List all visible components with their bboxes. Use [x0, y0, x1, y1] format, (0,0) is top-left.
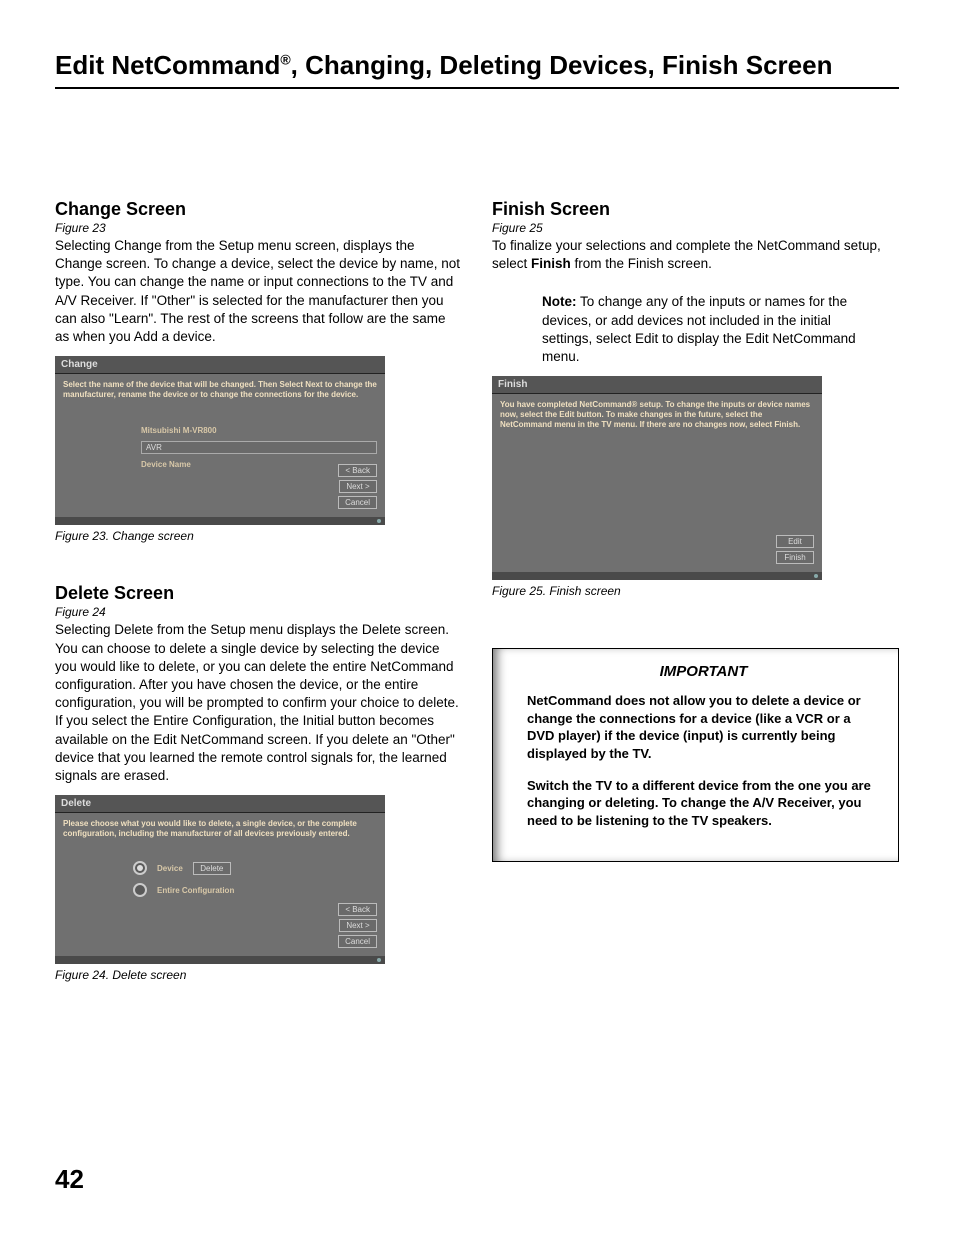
delete-opt-device: Device	[157, 864, 183, 873]
change-back-button[interactable]: < Back	[338, 464, 377, 477]
change-shot-mfr: Mitsubishi M-VR800	[141, 426, 377, 435]
finish-caption: Figure 25. Finish screen	[492, 584, 899, 598]
finish-body-bold: Finish	[531, 256, 571, 271]
change-shot-body: Mitsubishi M-VR800 AVR Device Name < Bac…	[55, 412, 385, 517]
delete-fig-ref: Figure 24	[55, 605, 462, 619]
page-title: Edit NetCommand®, Changing, Deleting Dev…	[55, 50, 899, 81]
important-box: IMPORTANT NetCommand does not allow you …	[492, 648, 899, 862]
change-shot-instruction: Select the name of the device that will …	[55, 374, 385, 412]
change-screenshot: Change Select the name of the device tha…	[55, 356, 385, 525]
finish-edit-button[interactable]: Edit	[776, 535, 814, 548]
important-title: IMPORTANT	[527, 663, 880, 680]
note-text: To change any of the inputs or names for…	[542, 294, 856, 364]
change-fig-ref: Figure 23	[55, 221, 462, 235]
finish-shot-instruction: You have completed NetCommand® setup. To…	[492, 394, 822, 442]
delete-screenshot: Delete Please choose what you would like…	[55, 795, 385, 964]
important-p2: Switch the TV to a different device from…	[527, 777, 880, 830]
delete-opt-device-row[interactable]: Device Delete	[133, 861, 377, 875]
delete-next-button[interactable]: Next >	[339, 919, 377, 932]
registered-mark: ®	[280, 51, 290, 67]
finish-body-post: from the Finish screen.	[571, 256, 712, 271]
important-p1: NetCommand does not allow you to delete …	[527, 692, 880, 762]
finish-heading: Finish Screen	[492, 199, 899, 220]
left-column: Change Screen Figure 23 Selecting Change…	[55, 199, 462, 1012]
content-columns: Change Screen Figure 23 Selecting Change…	[55, 199, 899, 1012]
delete-opt-entire-row[interactable]: Entire Configuration	[133, 883, 377, 897]
change-shot-title: Change	[55, 356, 385, 374]
delete-shot-strip	[55, 956, 385, 964]
note-label: Note:	[542, 294, 577, 309]
title-rule	[55, 87, 899, 89]
radio-selected-icon	[133, 861, 147, 875]
right-column: Finish Screen Figure 25 To finalize your…	[492, 199, 899, 1012]
delete-caption: Figure 24. Delete screen	[55, 968, 462, 982]
finish-shot-title: Finish	[492, 376, 822, 394]
change-caption: Figure 23. Change screen	[55, 529, 462, 543]
change-body: Selecting Change from the Setup menu scr…	[55, 237, 462, 346]
delete-shot-instruction: Please choose what you would like to del…	[55, 813, 385, 851]
radio-unselected-icon	[133, 883, 147, 897]
finish-shot-strip	[492, 572, 822, 580]
delete-shot-body: Device Delete Entire Configuration < Bac…	[55, 851, 385, 956]
title-prefix: Edit NetCommand	[55, 50, 280, 80]
finish-body: To finalize your selections and complete…	[492, 237, 899, 273]
title-suffix: , Changing, Deleting Devices, Finish Scr…	[291, 50, 833, 80]
delete-opt-entire: Entire Configuration	[157, 886, 234, 895]
finish-shot-body: Edit Finish	[492, 442, 822, 572]
delete-heading: Delete Screen	[55, 583, 462, 604]
change-next-button[interactable]: Next >	[339, 480, 377, 493]
delete-device-button[interactable]: Delete	[193, 862, 231, 875]
finish-note: Note: To change any of the inputs or nam…	[492, 283, 899, 376]
finish-fig-ref: Figure 25	[492, 221, 899, 235]
finish-screenshot: Finish You have completed NetCommand® se…	[492, 376, 822, 580]
change-heading: Change Screen	[55, 199, 462, 220]
delete-body: Selecting Delete from the Setup menu dis…	[55, 621, 462, 785]
change-shot-field[interactable]: AVR	[141, 441, 377, 454]
change-shot-strip	[55, 517, 385, 525]
page-number: 42	[55, 1164, 84, 1195]
finish-finish-button[interactable]: Finish	[776, 551, 814, 564]
change-cancel-button[interactable]: Cancel	[338, 496, 377, 509]
delete-shot-title: Delete	[55, 795, 385, 813]
delete-back-button[interactable]: < Back	[338, 903, 377, 916]
delete-cancel-button[interactable]: Cancel	[338, 935, 377, 948]
